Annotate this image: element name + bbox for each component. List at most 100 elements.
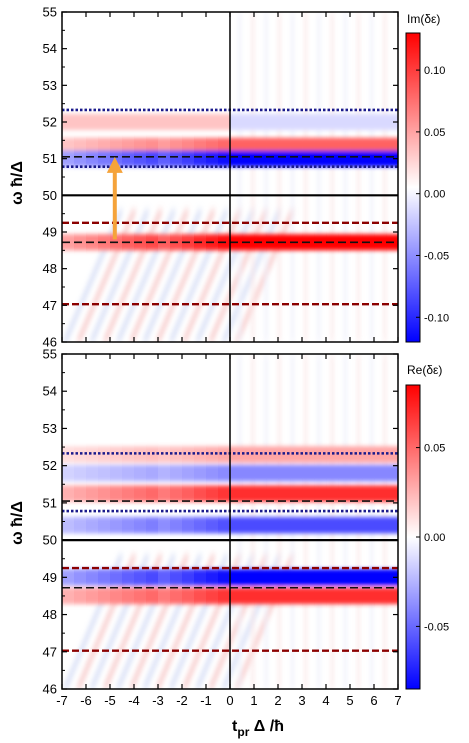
band-segment [374, 464, 387, 482]
band-segment [218, 517, 231, 534]
band-segment [302, 150, 315, 167]
band-segment [350, 485, 363, 502]
x-tick-label: -7 [56, 693, 68, 708]
x-tick-label: -4 [128, 693, 140, 708]
band-segment [182, 569, 195, 586]
y-axis-label-top: ω ħ/Δ [9, 161, 26, 205]
band-segment [254, 464, 267, 482]
arrow-annotation [106, 156, 123, 240]
band-segment [278, 464, 291, 482]
band-segment [266, 150, 279, 167]
band-segment [350, 137, 363, 154]
band-segment [218, 464, 231, 482]
band-segment [266, 569, 279, 586]
band-segment [266, 446, 279, 463]
band-segment [290, 137, 303, 154]
band-segment [146, 150, 159, 167]
band-segment [314, 464, 327, 482]
band-segment [254, 517, 267, 534]
band-segment [374, 517, 387, 534]
band-segment [326, 150, 339, 167]
band-segment [134, 517, 147, 534]
band-segment [218, 150, 231, 167]
band-segment [254, 137, 267, 154]
band-segment [122, 569, 135, 586]
y-tick-label: 46 [43, 335, 57, 350]
band-segment [326, 485, 339, 502]
band-segment [146, 517, 159, 534]
band-segment [326, 137, 339, 154]
colorbar-tick-label: 0.00 [424, 189, 445, 201]
band-segment [74, 517, 87, 534]
band-segment [110, 517, 123, 534]
band-segment [338, 150, 351, 167]
band-segment [230, 464, 243, 482]
y-tick-label: 46 [43, 682, 57, 697]
band-segment [302, 587, 315, 605]
band-segment [62, 464, 75, 482]
band-segment [386, 485, 398, 502]
band-segment [218, 485, 231, 502]
band-segment [350, 587, 363, 605]
x-tick-label: 2 [274, 693, 281, 708]
fringe-stripe [263, 12, 269, 342]
band-segment [206, 517, 219, 534]
band-segment [230, 150, 243, 167]
band-segment [386, 137, 398, 154]
band-segment [74, 150, 87, 167]
band-segment [302, 517, 315, 534]
fringe-stripe [369, 12, 375, 342]
band-segment [242, 150, 255, 167]
band-segment [170, 569, 183, 586]
band-segment [290, 150, 303, 167]
band-segment [302, 137, 315, 154]
band-segment [386, 464, 398, 482]
band-segment [98, 137, 111, 154]
band-segment [122, 485, 135, 502]
band-segment [314, 517, 327, 534]
band-segment [206, 150, 219, 167]
band-segment [338, 587, 351, 605]
y-tick-label: 50 [43, 188, 57, 203]
band-segment [74, 137, 87, 154]
band-segment [290, 517, 303, 534]
band-segment [290, 587, 303, 605]
band-segment [362, 587, 375, 605]
band-segment [278, 569, 291, 586]
band-segment [98, 464, 111, 482]
colorbar-tick-label: 0.10 [424, 65, 445, 77]
x-tick-label: -6 [80, 693, 92, 708]
band-segment [254, 569, 267, 586]
band-segment [266, 587, 279, 605]
band-segment [146, 485, 159, 502]
heatmap-panel-im: 46 47 48 49 50 51 52 53 54 55 0.10 0.05 0.00 -0.05 -0.… [43, 5, 450, 350]
band-segment [146, 464, 159, 482]
band-segment [86, 569, 99, 586]
band-segment [242, 517, 255, 534]
band-segment [326, 464, 339, 482]
band-segment [86, 517, 99, 534]
band-segment [374, 587, 387, 605]
band-segment [98, 517, 111, 534]
fringe-stripe [316, 12, 322, 342]
band-segment [386, 150, 398, 167]
y-tick-label: 49 [43, 570, 57, 585]
band-segment [170, 587, 183, 605]
band-segment [278, 485, 291, 502]
fringe-stripe [382, 12, 388, 342]
band-segment [242, 569, 255, 586]
y-tick-label: 51 [43, 151, 57, 166]
band-segment [338, 464, 351, 482]
x-tick-label: -2 [176, 693, 188, 708]
band-segment [386, 517, 398, 534]
band-segment [230, 587, 243, 605]
band-segment [110, 137, 123, 154]
band-segment [194, 485, 207, 502]
band-segment [74, 587, 87, 605]
band-segment [62, 485, 75, 502]
band-segment [158, 446, 171, 463]
band-segment [230, 569, 243, 586]
band-segment [86, 137, 99, 154]
x-tick-label: -1 [200, 693, 212, 708]
band-segment [134, 137, 147, 154]
